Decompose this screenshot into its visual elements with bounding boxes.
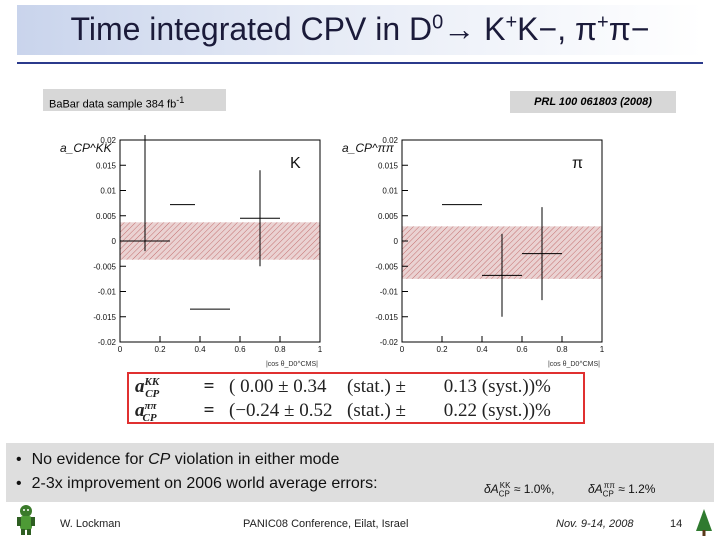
formula-syst-value: 0.13 <box>443 376 477 398</box>
y-tick-label: 0.02 <box>100 136 116 145</box>
x-tick-label: 0.6 <box>516 345 528 354</box>
y-tick-label: 0.015 <box>378 161 399 170</box>
y-axis-label: a_CP^KK <box>60 141 113 155</box>
footer-conference: PANIC08 Conference, Eilat, Israel <box>243 518 409 530</box>
title-piplus: + <box>597 11 609 34</box>
babar-mascot-icon <box>17 505 35 535</box>
formula-stat: (stat.) ± <box>347 400 406 422</box>
formula-eq: = <box>203 400 215 422</box>
formula-stat: (stat.) ± <box>347 376 406 398</box>
x-tick-label: 0 <box>118 345 123 354</box>
y-tick-label: 0 <box>394 237 399 246</box>
formula-symbol: aKKCP <box>135 376 160 401</box>
title-kminus-pi: K−, π <box>517 11 598 47</box>
y-tick-label: 0.015 <box>96 161 117 170</box>
y-tick-label: 0.01 <box>100 187 116 196</box>
bullet-item: • 2-3x improvement on 2006 world average … <box>16 475 378 492</box>
y-tick-label: -0.02 <box>98 338 117 347</box>
y-tick-label: 0.01 <box>382 187 398 196</box>
bullet-item: • No evidence for CP violation in either … <box>16 451 340 468</box>
x-axis-label: |cos θ_D0^CMS| <box>548 361 600 368</box>
data-sample-label: BaBar data sample 384 fb-1 <box>43 89 226 111</box>
data-sample-text: BaBar data sample 384 fb <box>49 98 177 111</box>
title-divider <box>17 62 703 64</box>
x-tick-label: 0.2 <box>436 345 448 354</box>
chart-kk: 0.02 0.015 0.01 0.005 0 -0.005 -0.01 -0.015 -0.0… <box>60 134 323 368</box>
y-tick-label: 0.005 <box>378 212 399 221</box>
y-tick-label: 0.02 <box>382 136 398 145</box>
x-tick-label: 0.4 <box>194 345 206 354</box>
formula-syst: (syst.))% <box>481 400 551 422</box>
reference-label: PRL 100 061803 (2008) <box>510 91 676 113</box>
x-tick-label: 0 <box>400 345 405 354</box>
tree-icon <box>696 509 712 536</box>
y-tick-label: -0.01 <box>380 288 399 297</box>
title-text: Time integrated CPV in D <box>70 11 433 47</box>
formula-syst: (syst.))% <box>481 376 551 398</box>
y-tick-label: 0 <box>112 237 117 246</box>
x-tick-label: 0.4 <box>476 345 488 354</box>
slide-title: Time integrated CPV in D0→ K+K−, π+π− <box>17 11 703 48</box>
title-kplus: + <box>505 11 518 34</box>
error-note-kk: δACPKK ≈ 1.0%, <box>484 481 555 499</box>
formula-value: ( 0.00 ± 0.34 <box>229 376 327 398</box>
formula-syst-value: 0.22 <box>443 400 477 422</box>
formula-pipi: aππCP = (−0.24 ± 0.52 (stat.) ± 0.22 (syst.)… <box>135 400 552 424</box>
formula-kk: aKKCP = ( 0.00 ± 0.34 (stat.) ± 0.13 (syst.)… <box>135 376 552 400</box>
y-tick-label: -0.015 <box>93 313 116 322</box>
title-bar: Time integrated CPV in D0→ K+K−, π+π− <box>17 5 703 55</box>
chart-pipi: 0.02 0.015 0.01 0.005 0 -0.005 -0.01 -0.015 -0.0… <box>342 136 605 368</box>
y-tick-label: 0.005 <box>96 212 117 221</box>
title-piminus: π− <box>608 11 650 47</box>
footer-page-number: 14 <box>670 518 683 530</box>
mode-label: K <box>290 155 301 172</box>
x-tick-label: 1 <box>318 345 323 354</box>
y-tick-label: -0.005 <box>375 262 398 271</box>
x-tick-label: 0.8 <box>274 345 286 354</box>
x-tick-label: 0.6 <box>234 345 246 354</box>
y-tick-label: -0.005 <box>93 262 116 271</box>
summary-bullets: • No evidence for CP violation in either … <box>6 443 714 502</box>
x-tick-label: 0.2 <box>154 345 166 354</box>
mode-label: π <box>572 155 583 172</box>
y-tick-label: -0.02 <box>380 338 399 347</box>
formula-value: (−0.24 ± 0.52 <box>229 400 333 422</box>
error-note-pipi: δACPππ ≈ 1.2% <box>588 481 656 499</box>
y-tick-label: -0.01 <box>98 288 117 297</box>
title-sup-zero: 0 <box>432 11 444 34</box>
result-formulas: aKKCP = ( 0.00 ± 0.34 (stat.) ± 0.13 (syst.)… <box>127 372 585 424</box>
x-tick-label: 0.8 <box>556 345 568 354</box>
title-arrow: → <box>443 11 476 47</box>
footer-date: Nov. 9-14, 2008 <box>556 518 634 530</box>
footer-author: W. Lockman <box>60 518 121 530</box>
data-sample-sup: -1 <box>176 95 185 105</box>
formula-symbol: aππCP <box>135 400 157 425</box>
title-k: K <box>484 11 506 47</box>
y-axis-label: a_CP^ππ <box>342 141 395 155</box>
y-tick-label: -0.015 <box>375 313 398 322</box>
x-tick-label: 1 <box>600 345 605 354</box>
x-axis-label: |cos θ_D0^CMS| <box>266 361 318 368</box>
formula-eq: = <box>203 376 215 398</box>
